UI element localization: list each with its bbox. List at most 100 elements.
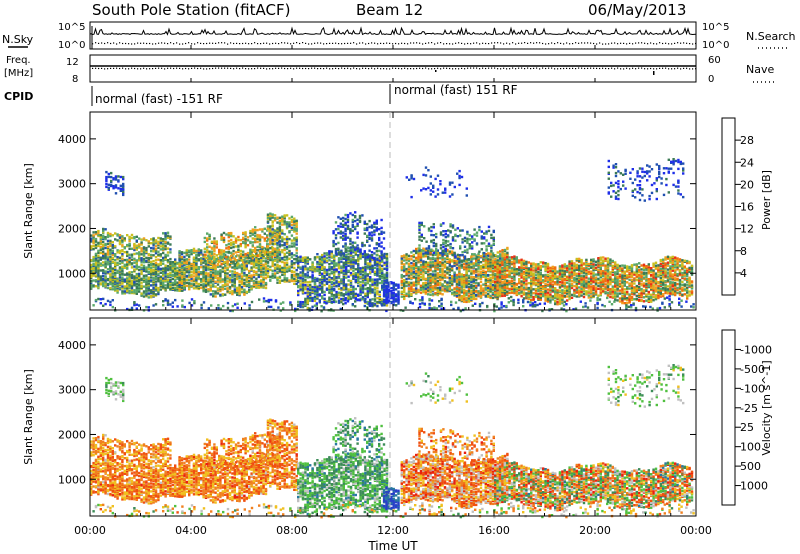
nave-point [236,67,238,69]
power-cell [342,284,345,287]
power-cell [376,300,379,304]
power-cell [407,257,411,260]
power-cell [330,292,333,296]
power-cell [238,264,241,267]
power-cell [385,296,388,300]
power-cell [309,286,312,290]
power-cell [174,281,177,284]
power-cell [128,253,131,256]
nsearch-point [419,42,421,44]
power-cell [185,274,188,278]
power-cell [373,247,376,250]
power-cell [190,267,193,271]
nave-point [557,68,559,70]
power-cell [271,249,274,253]
power-cell [105,179,108,183]
nsearch-point [500,42,502,44]
power-cell [183,255,186,259]
power-cell [215,243,218,246]
power-cell [311,299,314,303]
power-cell [130,258,134,261]
power-cell [213,253,216,256]
power-cell [335,276,338,279]
power-cell [340,297,343,301]
power-cell [114,288,117,291]
power-cell [150,289,153,292]
power-cell [323,297,326,300]
nave-point [689,68,691,70]
power-cell [140,292,143,295]
power-cell [304,281,307,284]
power-cell [318,299,321,302]
power-cell [342,278,345,281]
power-cell [126,260,129,264]
nsearch-point [677,42,679,44]
power-cell [345,291,348,294]
power-cell [121,269,124,272]
power-cell [264,286,268,290]
power-cell [204,268,208,272]
power-cell [166,282,170,286]
power-cell [228,263,232,266]
power-cell [297,275,300,278]
power-cell [316,287,319,290]
power-cell [316,260,319,264]
power-cell [366,302,369,306]
power-cell [203,236,206,240]
power-cell [263,227,266,230]
nsearch-point [131,43,133,45]
power-cell [306,288,309,291]
nsearch-point [260,43,262,45]
power-cell [436,286,439,290]
power-cell [174,272,177,275]
power-cell [176,266,179,270]
power-cell [344,217,347,221]
power-cell [281,268,284,272]
nave-point [686,67,688,69]
power-cell [357,260,360,263]
nave-point [647,68,649,70]
power-cell [128,235,131,239]
power-cell [116,233,119,236]
power-cell [368,219,371,223]
nsearch-point [623,42,625,44]
power-cell [299,255,302,258]
power-cell [216,276,220,279]
nsearch-point [353,42,355,44]
power-cell [180,289,184,292]
power-cell [295,272,298,276]
power-cell [394,283,398,286]
power-cell [266,274,270,277]
power-cell [403,254,406,257]
power-cell [123,285,126,288]
nave-point [296,67,298,69]
power-cell [455,273,459,277]
power-cell [245,256,248,259]
power-cell [269,212,272,215]
power-cell [415,276,418,279]
power-cell [192,287,196,290]
power-cell [159,261,162,265]
power-cell [190,250,193,254]
power-cell [417,266,420,269]
power-cell [380,230,383,233]
power-cell [385,288,388,291]
nsearch-point [656,43,658,45]
power-cell [255,285,258,288]
nsearch-point [659,42,661,44]
power-cell [347,288,350,291]
power-cell [114,178,118,181]
power-cell [316,285,319,288]
power-cell [344,242,347,245]
power-cell [328,259,331,262]
power-cell [140,261,143,264]
power-cell [256,237,259,241]
power-cell [257,264,260,268]
power-cell [228,285,232,289]
power-cell [121,257,124,261]
power-cell [352,291,355,294]
nsearch-point [371,42,373,44]
cpid-label: CPID [4,90,33,103]
power-cell [169,278,172,281]
power-cell [400,295,403,298]
